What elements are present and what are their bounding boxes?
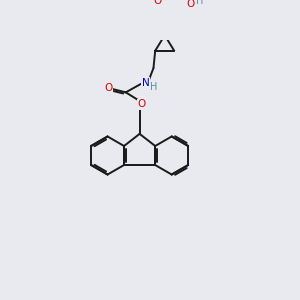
Text: N: N (142, 78, 149, 88)
Text: O: O (137, 99, 146, 110)
Text: O: O (104, 83, 112, 93)
Text: O: O (154, 0, 162, 6)
Text: H: H (196, 0, 203, 6)
Text: H: H (150, 82, 157, 92)
Text: O: O (187, 0, 195, 9)
